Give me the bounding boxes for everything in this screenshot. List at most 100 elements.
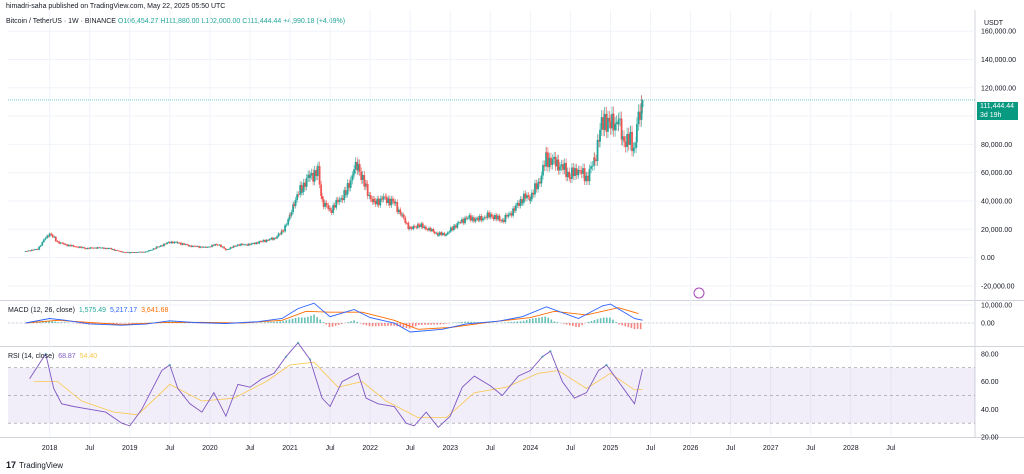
- candle-body: [159, 245, 162, 247]
- macd-histogram-bar: [633, 323, 636, 330]
- candle-body: [348, 183, 351, 188]
- candle-body: [402, 214, 405, 218]
- candle-body: [142, 251, 145, 253]
- candle-body: [562, 164, 564, 170]
- macd-histogram-bar: [371, 323, 374, 327]
- macd-histogram-bar: [639, 323, 642, 330]
- time-tick-label: 2020: [202, 445, 218, 452]
- time-tick-label: Jul: [486, 445, 495, 452]
- candle-body: [609, 121, 612, 129]
- candle-body: [619, 118, 621, 120]
- candle-body: [287, 219, 290, 225]
- price-tick-label: 160,000.00: [981, 29, 1016, 36]
- candle-body: [632, 147, 635, 152]
- candle-body: [527, 195, 530, 197]
- candle-body: [637, 111, 640, 125]
- candle-body: [320, 184, 323, 196]
- candle-body: [215, 244, 218, 245]
- macd-histogram-bar: [79, 323, 81, 324]
- candle-body: [360, 171, 363, 180]
- candle-body: [438, 232, 441, 236]
- candle-body: [113, 249, 116, 251]
- macd-histogram-bar: [125, 323, 127, 324]
- macd-histogram-bar: [116, 323, 118, 324]
- candle-body: [336, 199, 339, 201]
- candle-body: [152, 248, 155, 250]
- candle-body: [246, 244, 249, 246]
- candle-body: [217, 244, 219, 246]
- candle-body: [241, 243, 244, 245]
- macd-histogram-bar: [442, 323, 445, 325]
- candle-body: [149, 250, 152, 251]
- macd-histogram-bar: [414, 323, 417, 327]
- candle-body: [176, 241, 179, 244]
- candle-body: [426, 229, 429, 231]
- candle-body: [437, 232, 439, 236]
- candle-body: [218, 244, 221, 246]
- candle-body: [62, 243, 65, 245]
- candle-body: [374, 200, 377, 205]
- tradingview-logo: 17 TradingView: [6, 460, 63, 470]
- macd-histogram-bar: [568, 323, 571, 326]
- candle-body: [354, 161, 357, 170]
- candle-body: [86, 247, 89, 250]
- macd-signal-value: 3,641.68: [141, 307, 169, 314]
- candle-body: [506, 214, 508, 217]
- candle-body: [577, 173, 580, 176]
- candle-body: [133, 252, 136, 254]
- candle-body: [441, 233, 444, 235]
- candle-body: [369, 195, 372, 200]
- macd-line-value: 5,217.17: [109, 307, 138, 314]
- candle-body: [599, 129, 601, 142]
- candle-body: [466, 218, 469, 220]
- candle-body: [147, 250, 150, 252]
- candle-body: [301, 192, 303, 193]
- candle-body: [440, 232, 443, 235]
- candle-body: [344, 190, 347, 195]
- candle-body: [430, 229, 433, 231]
- macd-histogram-bar: [547, 317, 550, 323]
- macd-histogram-bar: [122, 323, 124, 324]
- candle-body: [290, 212, 293, 216]
- candle-body: [195, 246, 197, 247]
- candle-body: [572, 167, 575, 177]
- macd-histogram-bar: [285, 320, 288, 323]
- candle-body: [615, 122, 618, 124]
- macd-histogram-bar: [368, 323, 371, 327]
- macd-histogram-bar: [587, 321, 590, 323]
- macd-histogram-bar: [522, 320, 525, 323]
- candle-body: [212, 244, 215, 246]
- candle-body: [181, 243, 184, 245]
- candle-body: [106, 248, 108, 249]
- macd-line: [25, 302, 643, 333]
- rsi-overbought-mark: [168, 363, 172, 367]
- macd-histogram-bar: [590, 320, 593, 323]
- candle-body: [582, 168, 584, 174]
- price-tick-label: 60,000.00: [981, 170, 1012, 177]
- macd-histogram-bar: [636, 323, 639, 329]
- candle-body: [545, 152, 547, 167]
- macd-histogram-bar: [119, 323, 121, 324]
- macd-histogram-bar: [516, 321, 519, 323]
- candle-body: [44, 238, 47, 240]
- candle-body: [371, 199, 374, 203]
- candle-body: [556, 159, 559, 167]
- candle-body: [249, 243, 251, 245]
- candle-body: [297, 194, 300, 196]
- candle-body: [289, 214, 291, 216]
- candle-body: [312, 173, 315, 182]
- candle-body: [365, 183, 368, 185]
- candle-body: [595, 159, 597, 162]
- candle-body: [104, 248, 107, 249]
- candle-body: [108, 248, 111, 249]
- candle-body: [225, 249, 227, 251]
- candle-body: [522, 193, 525, 203]
- time-tick-label: Jul: [85, 445, 94, 452]
- candle-body: [537, 181, 540, 184]
- macd-histogram-bar: [458, 322, 460, 323]
- macd-histogram-bar: [504, 322, 506, 323]
- macd-histogram-bar: [609, 317, 611, 323]
- candle-body: [554, 156, 557, 167]
- candle-body: [92, 247, 95, 249]
